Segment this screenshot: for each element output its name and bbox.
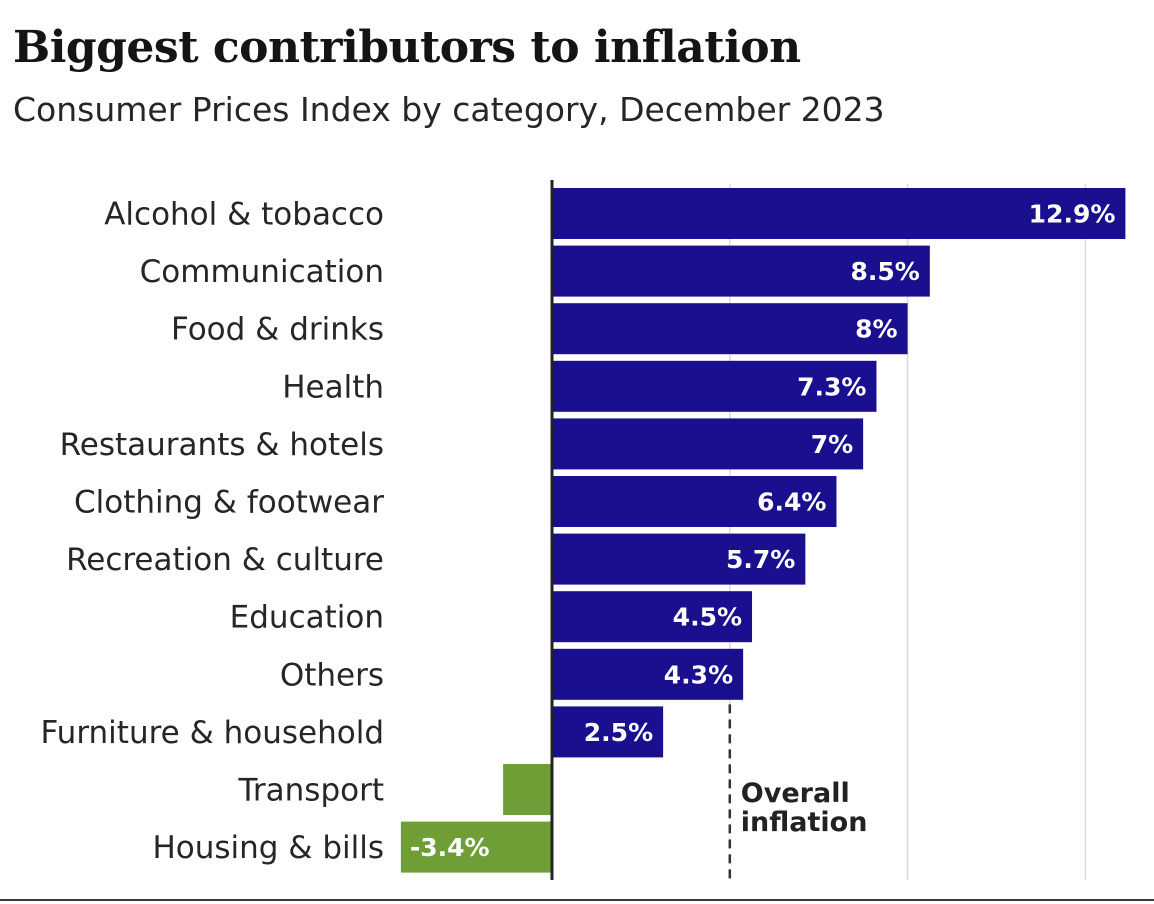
bottom-rule — [0, 899, 1154, 901]
data-label: 12.9% — [1029, 200, 1116, 229]
data-label: -3.4% — [410, 833, 490, 862]
category-label: Communication — [140, 254, 384, 290]
bar — [552, 188, 1126, 239]
bar — [552, 303, 908, 355]
category-label: Others — [280, 657, 384, 693]
bar — [552, 533, 806, 585]
bar — [503, 764, 552, 815]
bar — [552, 648, 744, 700]
category-label: Housing & bills — [152, 830, 384, 866]
data-label: 4.5% — [673, 603, 742, 632]
bar — [552, 591, 753, 643]
bar — [552, 245, 930, 297]
bar — [552, 360, 877, 412]
reference-label: Overall — [741, 778, 850, 809]
category-label: Education — [230, 600, 384, 636]
category-label: Restaurants & hotels — [60, 427, 384, 463]
data-label: 8.5% — [850, 257, 919, 286]
bar — [400, 821, 552, 873]
data-label: 7.3% — [797, 372, 866, 401]
category-label: Health — [282, 369, 384, 405]
category-label: Transport — [238, 773, 384, 809]
data-label: 4.3% — [664, 660, 733, 689]
chart-title: Biggest contributors to inflation — [13, 22, 801, 73]
category-label: Food & drinks — [171, 312, 384, 348]
category-label: Clothing & footwear — [74, 485, 384, 521]
bar — [552, 706, 664, 758]
category-label: Furniture & household — [41, 715, 384, 751]
data-label: 7% — [811, 430, 853, 459]
data-label: 5.7% — [726, 545, 795, 574]
category-label: Recreation & culture — [66, 542, 384, 578]
data-label: 8% — [855, 315, 897, 344]
data-label: 6.4% — [757, 488, 826, 517]
bar — [552, 418, 864, 470]
data-label: 2.5% — [584, 718, 653, 747]
category-label: Alcohol & tobacco — [104, 197, 384, 233]
reference-label: inflation — [741, 807, 868, 838]
bar — [552, 476, 837, 527]
chart-subtitle: Consumer Prices Index by category, Decem… — [13, 90, 885, 129]
